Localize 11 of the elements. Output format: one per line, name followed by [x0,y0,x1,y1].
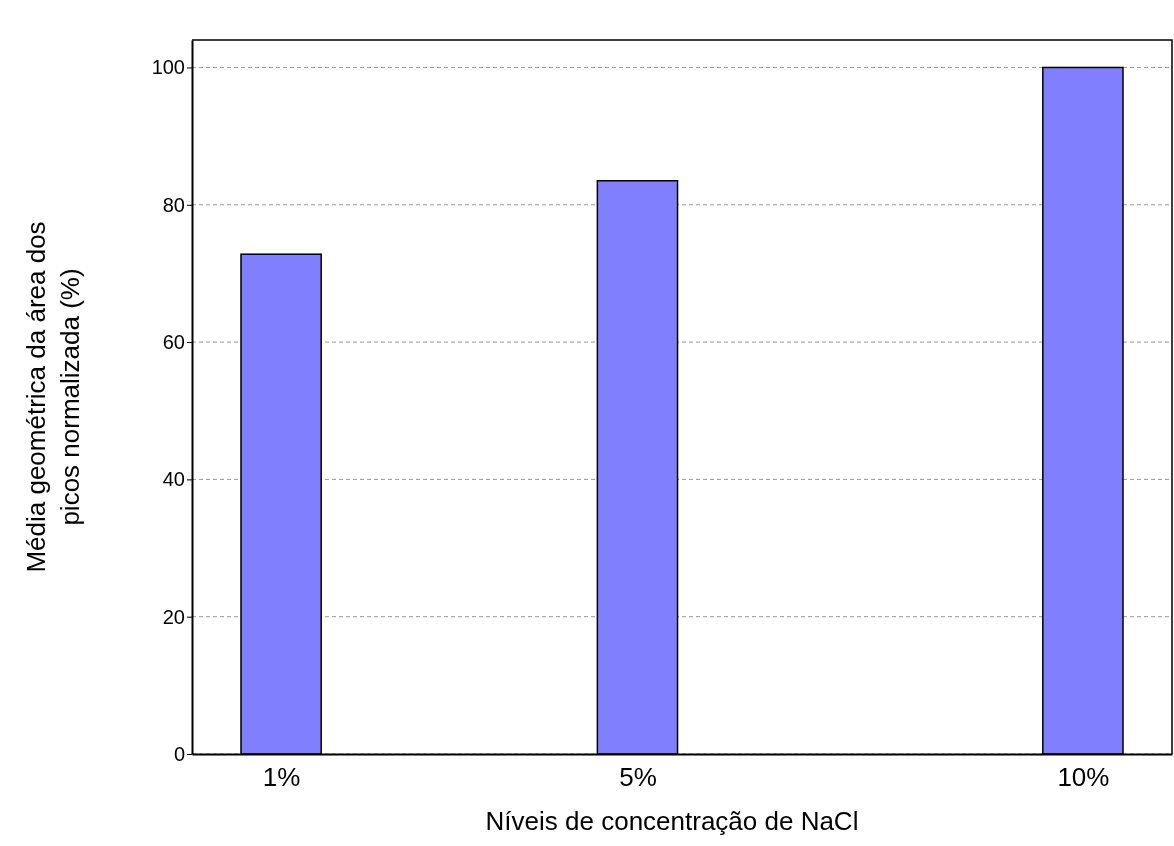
x-axis-title: Níveis de concentração de NaCl [485,806,859,836]
x-tick-label: 5% [619,762,657,793]
x-tick-label: 10% [1057,762,1110,793]
y-tick-label: 20 [162,605,185,628]
y-tick-label: 60 [162,330,185,353]
y-tick-label: 0 [173,742,185,765]
y-axis-title: Média geométrica da área dos picos normalizada (%) [21,221,85,573]
y-tick-label: 40 [162,468,185,491]
y-tick-label: 100 [151,56,185,79]
x-tick-label: 1% [262,762,301,793]
y-tick-label: 80 [162,193,185,216]
